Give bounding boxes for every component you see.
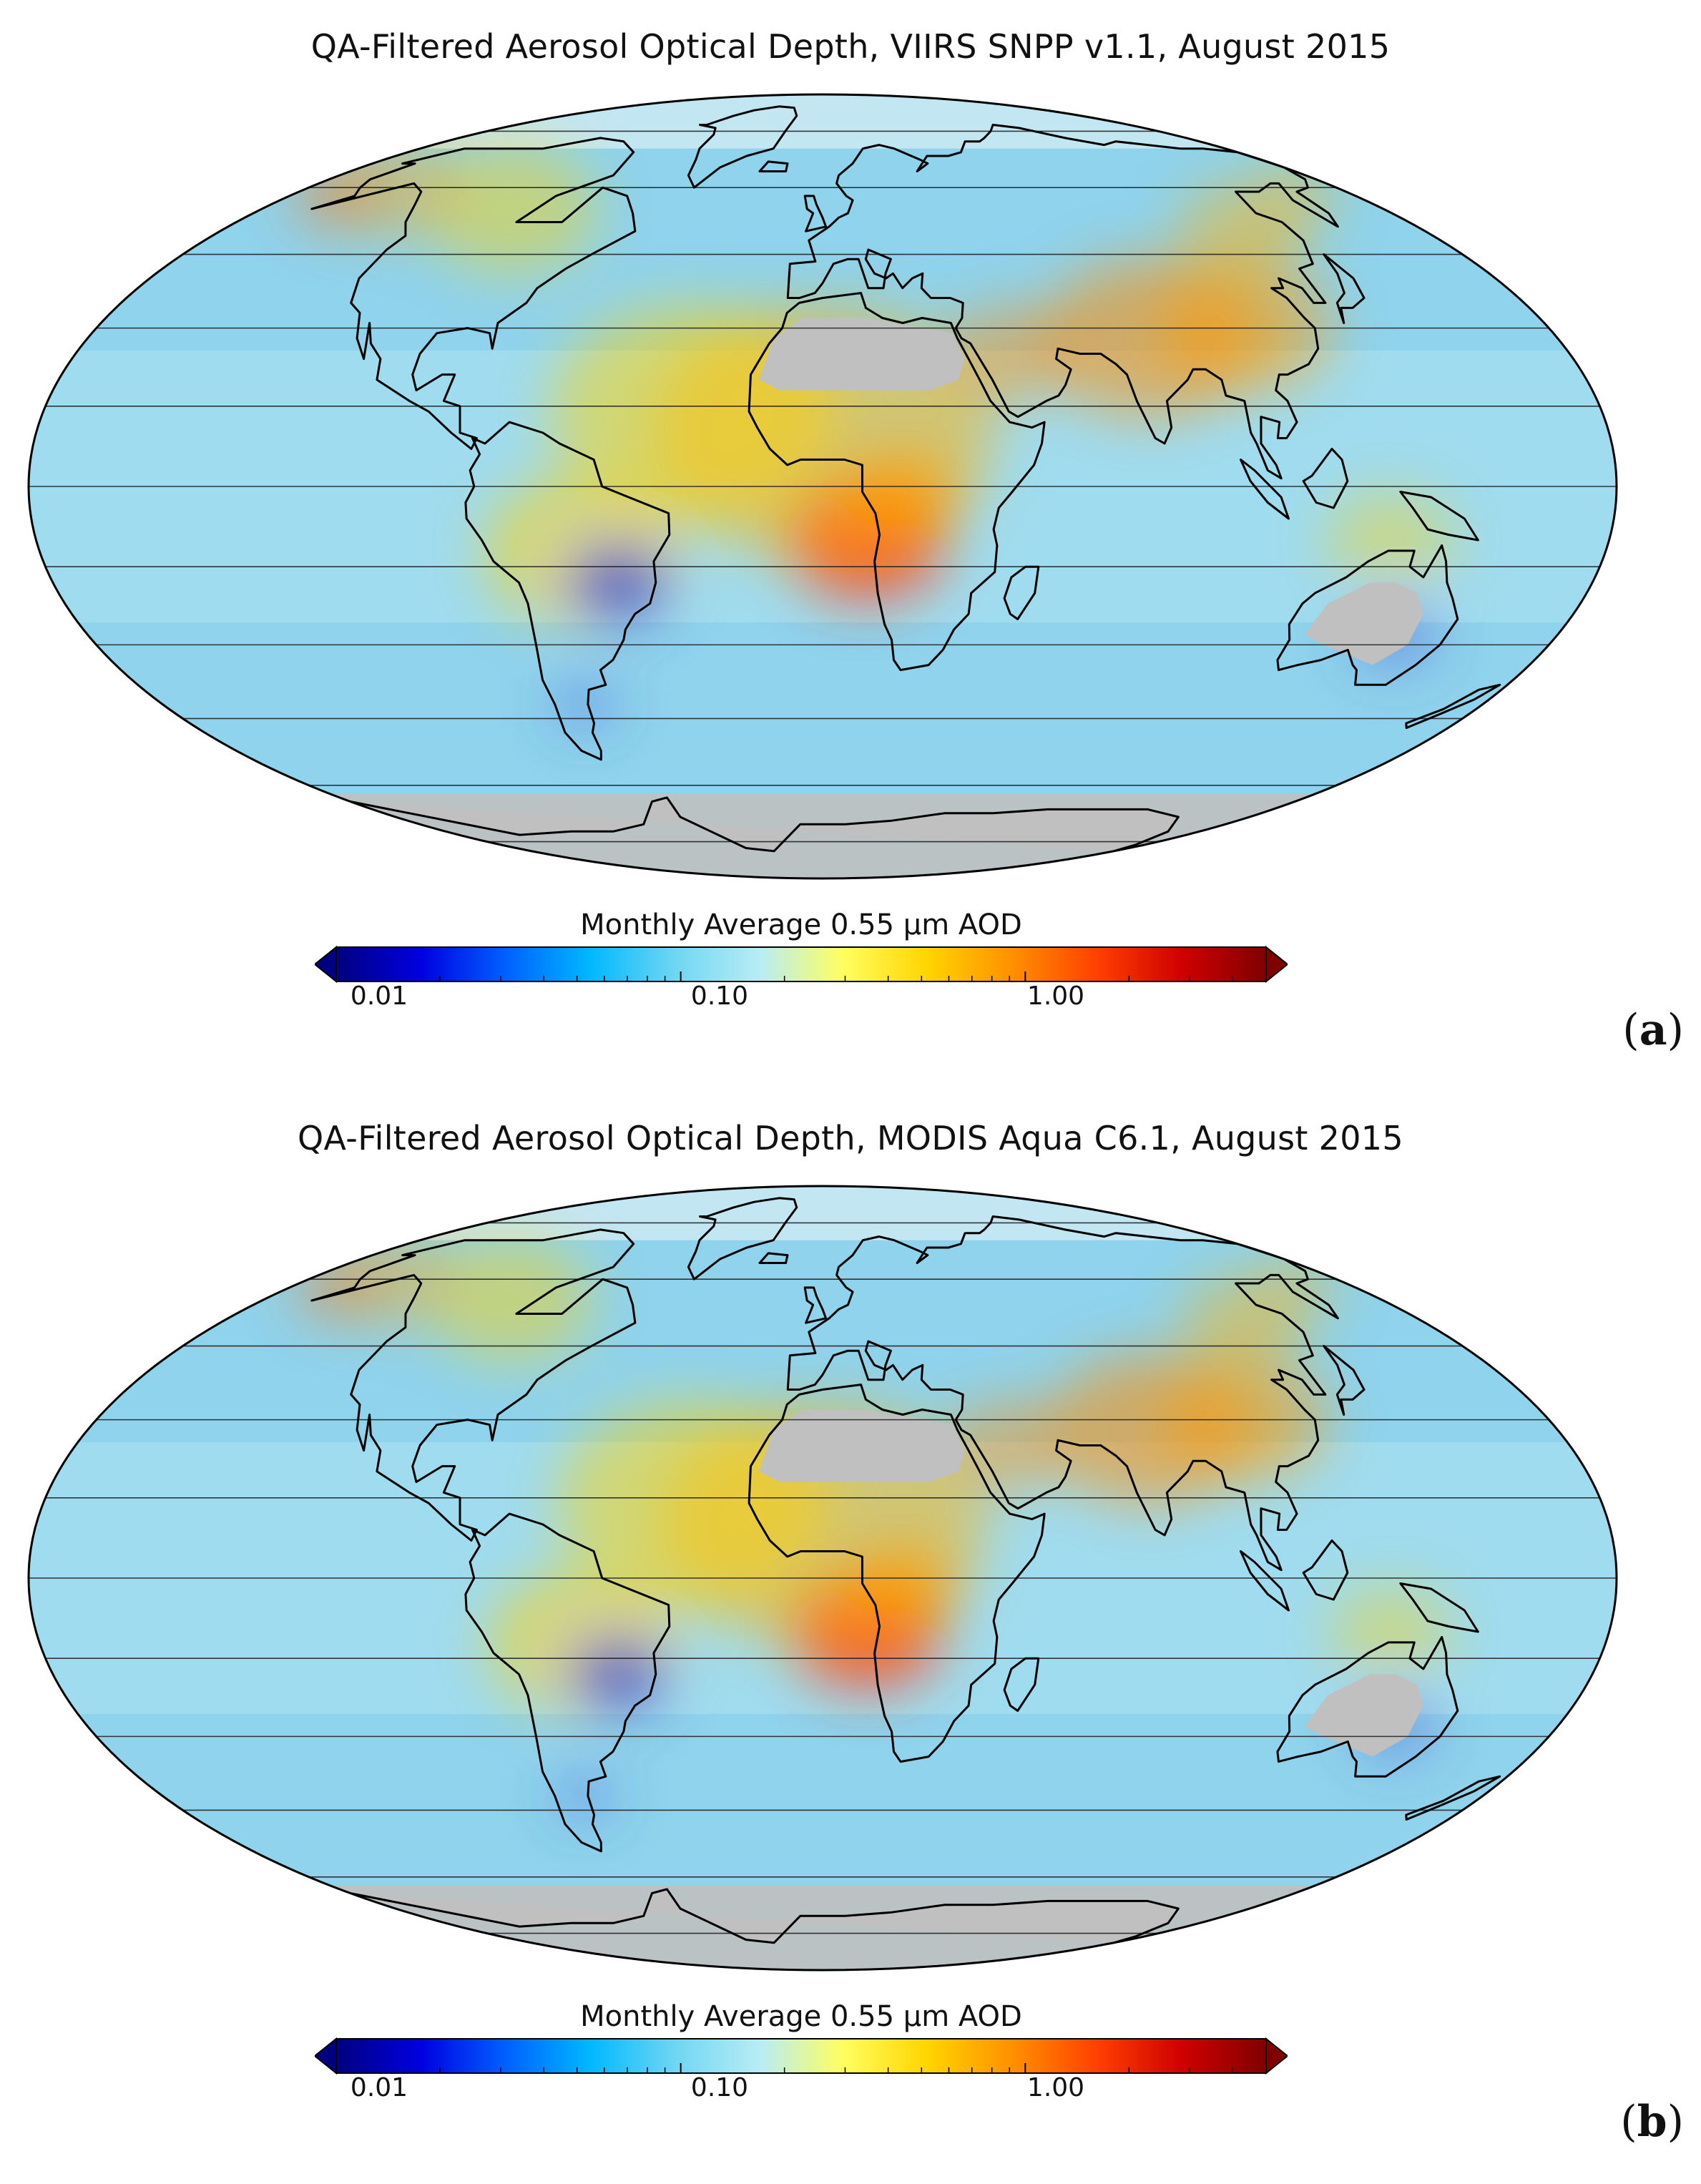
panel-b: QA-Filtered Aerosol Optical Depth, MODIS… [0,1092,1701,2184]
aod-map [27,1185,1618,1972]
coastline-antarctica [350,1888,1180,1944]
graticule [29,130,1617,843]
southern-no-data [29,1885,1617,1970]
map-body [29,94,1617,878]
colorbar-tick-label: 0.10 [690,2073,749,2102]
globe-outline [27,1185,1618,1972]
coastline-south-america [464,1512,671,1853]
map-title: QA-Filtered Aerosol Optical Depth, MODIS… [298,1119,1403,1157]
colorbar-extend-high [1265,945,1288,984]
coastline-africa [747,1384,1046,1763]
aod-blob [945,305,1074,402]
coastline-greenland [687,105,798,189]
coastline-eurasia [786,124,1339,480]
southern-no-data [29,793,1617,878]
coastline-north-america [310,137,637,450]
coastline-africa [747,292,1046,672]
coastline-eurasia [786,1215,1339,1572]
aod-blob [425,144,597,273]
aod-blob [429,1239,593,1362]
colorbar-title: Monthly Average 0.55 µm AOD [580,2000,1022,2033]
coastlines [310,1197,1501,1944]
coastline-sumatra [1240,459,1290,520]
coastline-japan [1323,1345,1366,1416]
panel-label: (a) [1622,1005,1684,1055]
coastline-madagascar [1003,565,1040,620]
colorbar-ramp [335,2038,1267,2074]
aod-blob [555,682,613,726]
panel-a: QA-Filtered Aerosol Optical Depth, VIIRS… [27,27,1684,1055]
coastline-north-america [310,1228,637,1542]
colorbar-extend-low [315,945,337,984]
coastline-borneo [1302,1539,1349,1601]
colorbar-tick-label: 1.00 [1026,981,1085,1011]
colorbar-tick-label: 1.00 [1026,2073,1085,2102]
aod-field [290,139,1456,726]
coastline-iceland [758,160,789,172]
map-body [29,1186,1617,1970]
coastline-greenland [687,1197,798,1280]
aod-blob [1326,491,1456,589]
coastline-south-america [464,421,671,761]
aod-blob [1329,1585,1452,1678]
coastline-uk [803,1286,828,1324]
coastline-iceland [758,1252,789,1264]
aod-blob [557,1401,829,1605]
coastline-uk [803,195,828,232]
map-title: QA-Filtered Aerosol Optical Depth, VIIRS… [310,27,1391,66]
coastline-new-guinea [1399,1582,1479,1633]
coastline-sumatra [1240,1550,1290,1612]
coastline-australia [1276,544,1459,686]
coastline-new-guinea [1399,491,1479,542]
colorbar-tick-label: 0.10 [690,981,749,1011]
colorbar [315,2037,1288,2075]
aod-blob [567,544,668,620]
colorbar-tick-label: 0.01 [350,2073,408,2102]
globe-outline [27,93,1618,880]
coastlines [310,105,1501,853]
colorbar-extend-high [1265,2037,1288,2075]
aod-map [27,93,1618,880]
aod-blob [557,1775,612,1816]
no-data-region [759,1409,965,1482]
coastline-madagascar [1003,1657,1040,1712]
coastline-antarctica [350,796,1180,853]
coastline-new-zealand [1405,1775,1501,1821]
coastline-borneo [1302,448,1349,509]
colorbar-tick-label: 0.01 [350,981,408,1011]
colorbar [315,945,1288,984]
coastline-new-zealand [1405,683,1501,729]
panel-label: (b) [1620,2097,1684,2147]
colorbar-ramp [335,946,1267,982]
aod-blob [569,1638,665,1710]
aod-blob [549,304,836,519]
coastline-australia [1276,1635,1459,1778]
no-data-region [759,318,965,391]
coastline-japan [1323,253,1366,324]
colorbar-title: Monthly Average 0.55 µm AOD [580,909,1022,941]
graticule [29,1222,1617,1934]
colorbar-extend-low [315,2037,337,2075]
